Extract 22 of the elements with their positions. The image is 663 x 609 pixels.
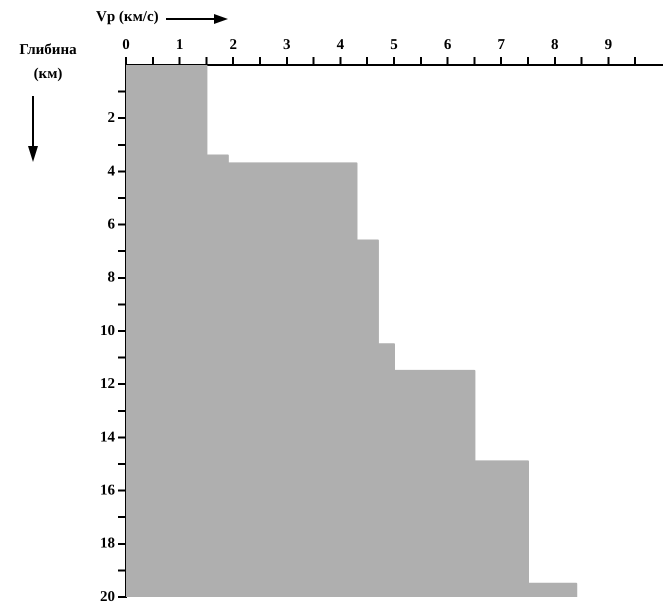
- x-tick-label: 8: [551, 36, 559, 53]
- y-tick-label: 2: [108, 110, 115, 126]
- x-tick-label: 1: [176, 36, 184, 53]
- x-tick-label: 5: [390, 36, 398, 53]
- x-tick-label: 2: [229, 36, 237, 53]
- y-axis-title: Глибина (км): [18, 41, 78, 84]
- x-tick-label: 7: [497, 36, 506, 53]
- x-tick-label: 9: [604, 36, 612, 53]
- x-tick-label: 4: [336, 36, 345, 53]
- x-tick-label: 0: [122, 36, 130, 53]
- y-tick-label: 18: [100, 536, 115, 552]
- x-axis-title: Vp (км/с): [96, 9, 159, 26]
- y-tick-label: 10: [100, 322, 115, 339]
- y-tick-label: 12: [100, 376, 115, 392]
- y-tick-label: 20: [100, 588, 115, 605]
- y-tick-label: 6: [108, 216, 116, 232]
- x-tick-label: 6: [444, 36, 452, 53]
- y-tick-label: 8: [108, 270, 115, 286]
- x-tick-label: 3: [283, 36, 291, 53]
- y-tick-label: 4: [108, 163, 116, 180]
- y-tick-label: 14: [100, 429, 116, 446]
- y-tick-label: 16: [100, 482, 116, 498]
